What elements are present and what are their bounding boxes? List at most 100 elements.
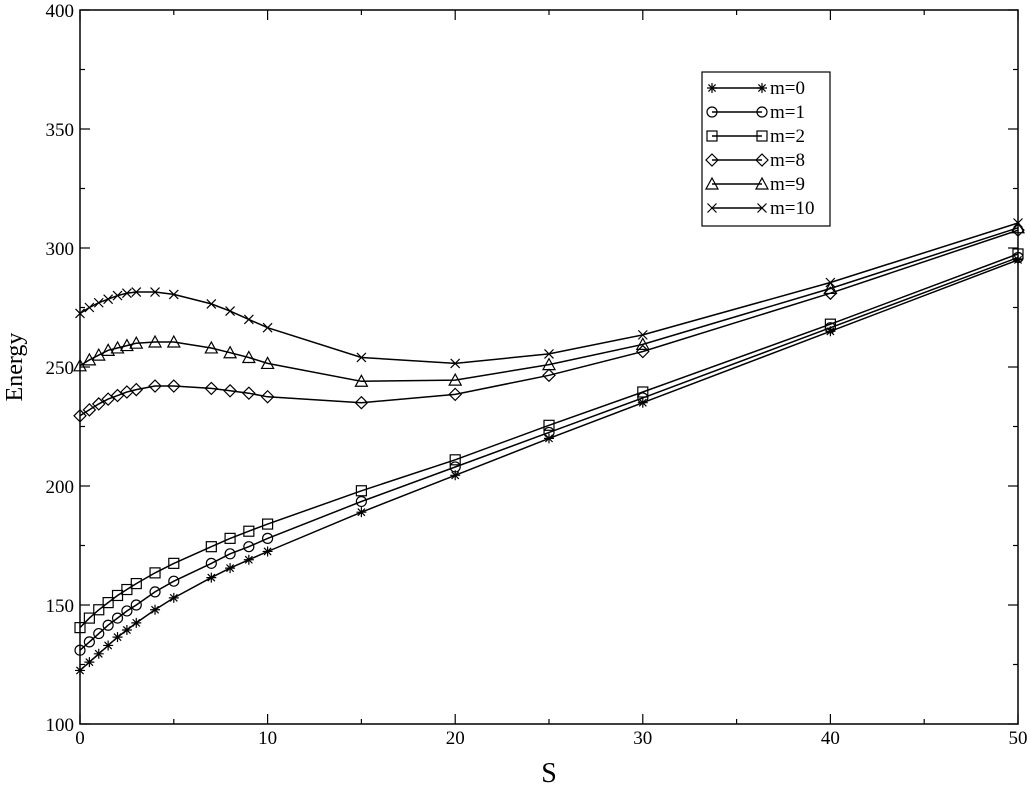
data-point	[1012, 248, 1024, 260]
data-point	[243, 554, 254, 565]
data-point	[449, 461, 461, 473]
data-point	[544, 433, 554, 444]
data-point	[635, 337, 650, 350]
legend-marker	[706, 106, 718, 118]
data-point	[166, 379, 181, 393]
data-point	[148, 334, 163, 348]
data-point	[243, 314, 254, 325]
legend: m=0 m=1 m=2 m=8 m=9 m=10	[701, 71, 831, 227]
data-point	[542, 368, 556, 383]
data-point	[103, 294, 114, 305]
plot-frame	[79, 9, 1019, 725]
data-point	[448, 387, 463, 402]
data-point	[637, 386, 649, 398]
x-tick-label: 0	[75, 728, 85, 749]
data-point	[168, 592, 179, 603]
series-m=8	[73, 223, 1025, 423]
series-line	[79, 222, 1019, 365]
x-tick-label: 30	[633, 728, 652, 749]
data-point	[75, 308, 85, 319]
data-point	[544, 348, 554, 359]
data-point	[637, 392, 649, 404]
series-m=1	[74, 251, 1024, 656]
data-point	[101, 392, 115, 406]
legend-marker	[704, 176, 720, 190]
legend-entry: m=0	[707, 78, 805, 99]
x-tick-label: 20	[446, 728, 465, 749]
data-point	[825, 277, 836, 288]
data-point	[91, 397, 106, 411]
data-point	[204, 340, 219, 354]
series-line	[79, 227, 1019, 383]
data-point	[205, 541, 217, 553]
data-point	[131, 287, 142, 297]
data-point	[824, 318, 837, 330]
data-point	[637, 329, 648, 340]
data-point	[825, 326, 836, 337]
x-tick-label: 50	[1009, 728, 1028, 749]
data-point	[355, 495, 367, 508]
data-point	[223, 383, 237, 398]
data-point	[166, 334, 181, 348]
data-point	[168, 557, 180, 569]
data-point	[241, 386, 256, 401]
data-point	[1013, 218, 1023, 228]
data-point	[83, 612, 95, 624]
y-tick-label: 250	[46, 358, 75, 379]
data-point	[149, 567, 161, 579]
data-point	[224, 532, 236, 544]
legend-marker	[707, 203, 717, 213]
data-point	[110, 340, 125, 354]
data-point	[75, 665, 85, 676]
data-point	[241, 350, 256, 364]
data-point	[112, 290, 123, 301]
data-point	[448, 372, 463, 386]
y-tick-label: 100	[46, 715, 75, 736]
data-point	[103, 640, 114, 651]
data-point	[823, 286, 838, 301]
legend-marker	[757, 203, 767, 213]
legend-marker	[707, 83, 717, 93]
legend-label: m=1	[770, 102, 805, 123]
data-point	[206, 299, 217, 309]
data-point	[262, 518, 274, 530]
data-point	[74, 622, 86, 634]
data-point	[823, 281, 838, 295]
legend-marker	[756, 130, 768, 142]
data-point	[206, 572, 217, 583]
series-m=2	[74, 248, 1024, 634]
data-point	[149, 586, 161, 598]
data-point	[121, 288, 132, 299]
data-point	[450, 470, 461, 481]
data-point	[93, 648, 104, 659]
data-point	[1013, 254, 1023, 265]
series-m=0	[75, 254, 1023, 676]
data-point	[130, 577, 142, 590]
data-point	[541, 357, 557, 371]
data-point	[355, 485, 367, 497]
legend-marker	[756, 106, 768, 118]
legend-marker	[754, 176, 770, 190]
series-line	[79, 259, 1019, 672]
data-point	[121, 605, 133, 617]
legend-entry: m=8	[705, 150, 805, 171]
data-point	[543, 419, 555, 431]
series-line	[79, 253, 1019, 629]
data-point	[260, 356, 275, 370]
data-point	[111, 612, 124, 624]
data-point	[93, 604, 105, 616]
legend-label: m=2	[770, 126, 805, 147]
data-point	[449, 454, 461, 466]
y-tick-label: 200	[46, 477, 75, 498]
x-tick-label: 10	[258, 728, 277, 749]
data-point	[450, 358, 461, 369]
data-point	[356, 352, 367, 363]
data-point	[84, 302, 95, 313]
y-tick-label: 300	[46, 239, 75, 260]
series-line	[79, 229, 1019, 417]
axis-tick-labels: 0 10 20 30 40 50 100 150 200 250 300 350 400	[46, 1, 1028, 749]
legend-label: m=8	[770, 150, 805, 171]
data-point	[150, 287, 160, 297]
data-point	[101, 343, 116, 356]
